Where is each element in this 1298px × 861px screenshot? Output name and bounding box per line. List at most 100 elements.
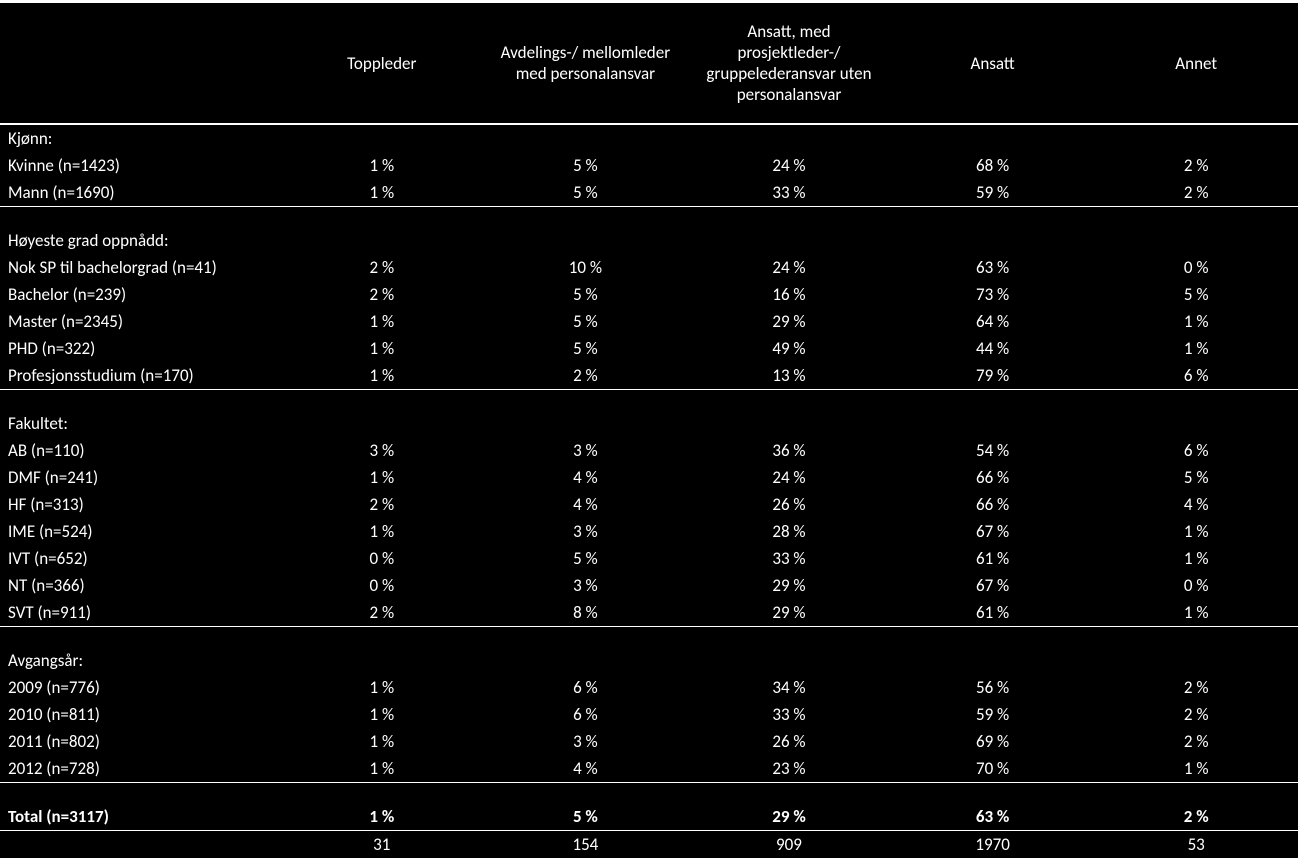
col-header-3: Ansatt <box>891 2 1095 125</box>
spacer-row <box>0 207 1298 228</box>
cell: 68 % <box>891 152 1095 179</box>
cell: 1 % <box>280 518 484 545</box>
col-header-2: Ansatt, med prosjektleder-/ gruppeledera… <box>687 2 891 125</box>
cell: 49 % <box>687 335 891 362</box>
cell: 1 % <box>280 362 484 390</box>
section-header: Fakultet: <box>0 410 1298 437</box>
spacer-row <box>0 627 1298 648</box>
cell: 3 % <box>280 437 484 464</box>
spacer-row <box>0 783 1298 804</box>
section-header: Avgangsår: <box>0 647 1298 674</box>
cell: 1 % <box>1094 518 1298 545</box>
cell: 3 % <box>484 437 688 464</box>
cell: 3 % <box>484 728 688 755</box>
cell: 1 % <box>280 464 484 491</box>
row-label: NT (n=366) <box>0 572 280 599</box>
cell: 59 % <box>891 179 1095 207</box>
cell: 79 % <box>891 362 1095 390</box>
cell: 73 % <box>891 281 1095 308</box>
table-row: Profesjonsstudium (n=170) 1 % 2 % 13 % 7… <box>0 362 1298 390</box>
cell: 33 % <box>687 701 891 728</box>
total-cell: 1 % <box>280 803 484 831</box>
section-label: Høyeste grad oppnådd: <box>0 227 280 254</box>
cell: 33 % <box>687 179 891 207</box>
table-row: IVT (n=652) 0 % 5 % 33 % 61 % 1 % <box>0 545 1298 572</box>
cell: 2 % <box>1094 728 1298 755</box>
cell: 3 % <box>484 518 688 545</box>
cell: 1 % <box>280 152 484 179</box>
spacer-row <box>0 390 1298 411</box>
row-label: DMF (n=241) <box>0 464 280 491</box>
total-count-blank <box>0 831 280 860</box>
row-label: 2012 (n=728) <box>0 755 280 783</box>
cell: 1 % <box>1094 755 1298 783</box>
row-label: Bachelor (n=239) <box>0 281 280 308</box>
table-row: Bachelor (n=239) 2 % 5 % 16 % 73 % 5 % <box>0 281 1298 308</box>
row-label: 2011 (n=802) <box>0 728 280 755</box>
cell: 1 % <box>1094 335 1298 362</box>
table-row: Kvinne (n=1423) 1 % 5 % 24 % 68 % 2 % <box>0 152 1298 179</box>
cell: 0 % <box>280 545 484 572</box>
cell: 33 % <box>687 545 891 572</box>
cell: 10 % <box>484 254 688 281</box>
cell: 66 % <box>891 464 1095 491</box>
cell: 1 % <box>280 308 484 335</box>
cell: 1 % <box>280 335 484 362</box>
cell: 67 % <box>891 572 1095 599</box>
total-cell: 2 % <box>1094 803 1298 831</box>
cell: 4 % <box>484 755 688 783</box>
table-row: Master (n=2345) 1 % 5 % 29 % 64 % 1 % <box>0 308 1298 335</box>
cell: 1 % <box>280 674 484 701</box>
col-header-4: Annet <box>1094 2 1298 125</box>
cell: 4 % <box>484 464 688 491</box>
cell: 70 % <box>891 755 1095 783</box>
cell: 0 % <box>1094 254 1298 281</box>
cell: 28 % <box>687 518 891 545</box>
table-row: AB (n=110) 3 % 3 % 36 % 54 % 6 % <box>0 437 1298 464</box>
cell: 36 % <box>687 437 891 464</box>
cell: 69 % <box>891 728 1095 755</box>
cell: 24 % <box>687 152 891 179</box>
header-row: Toppleder Avdelings-/ mellomleder med pe… <box>0 2 1298 125</box>
cell: 1 % <box>280 755 484 783</box>
cell: 56 % <box>891 674 1095 701</box>
table-row: 2011 (n=802) 1 % 3 % 26 % 69 % 2 % <box>0 728 1298 755</box>
cell: 67 % <box>891 518 1095 545</box>
total-cell: 63 % <box>891 803 1095 831</box>
cell: 8 % <box>484 599 688 627</box>
cell: 1 % <box>280 701 484 728</box>
cell: 2 % <box>1094 179 1298 207</box>
table-row: Nok SP til bachelorgrad (n=41) 2 % 10 % … <box>0 254 1298 281</box>
table-row: DMF (n=241) 1 % 4 % 24 % 66 % 5 % <box>0 464 1298 491</box>
cell: 6 % <box>1094 437 1298 464</box>
table-row: NT (n=366) 0 % 3 % 29 % 67 % 0 % <box>0 572 1298 599</box>
table-row: Mann (n=1690) 1 % 5 % 33 % 59 % 2 % <box>0 179 1298 207</box>
section-label: Avgangsår: <box>0 647 280 674</box>
row-label: Nok SP til bachelorgrad (n=41) <box>0 254 280 281</box>
cell: 3 % <box>484 572 688 599</box>
total-cell: 5 % <box>484 803 688 831</box>
cell: 63 % <box>891 254 1095 281</box>
cell: 6 % <box>1094 362 1298 390</box>
total-label: Total (n=3117) <box>0 803 280 831</box>
cell: 26 % <box>687 728 891 755</box>
cell: 5 % <box>484 335 688 362</box>
cell: 2 % <box>1094 674 1298 701</box>
total-count-cell: 154 <box>484 831 688 860</box>
cell: 1 % <box>1094 308 1298 335</box>
row-label: HF (n=313) <box>0 491 280 518</box>
cell: 0 % <box>1094 572 1298 599</box>
table-row: SVT (n=911) 2 % 8 % 29 % 61 % 1 % <box>0 599 1298 627</box>
section-label: Fakultet: <box>0 410 280 437</box>
col-header-1: Avdelings-/ mellomleder med personalansv… <box>484 2 688 125</box>
cell: 29 % <box>687 572 891 599</box>
cell: 6 % <box>484 701 688 728</box>
table-row: 2012 (n=728) 1 % 4 % 23 % 70 % 1 % <box>0 755 1298 783</box>
cell: 5 % <box>1094 464 1298 491</box>
total-cell: 29 % <box>687 803 891 831</box>
cell: 6 % <box>484 674 688 701</box>
cell: 34 % <box>687 674 891 701</box>
cell: 0 % <box>280 572 484 599</box>
cell: 2 % <box>280 254 484 281</box>
row-label: IVT (n=652) <box>0 545 280 572</box>
